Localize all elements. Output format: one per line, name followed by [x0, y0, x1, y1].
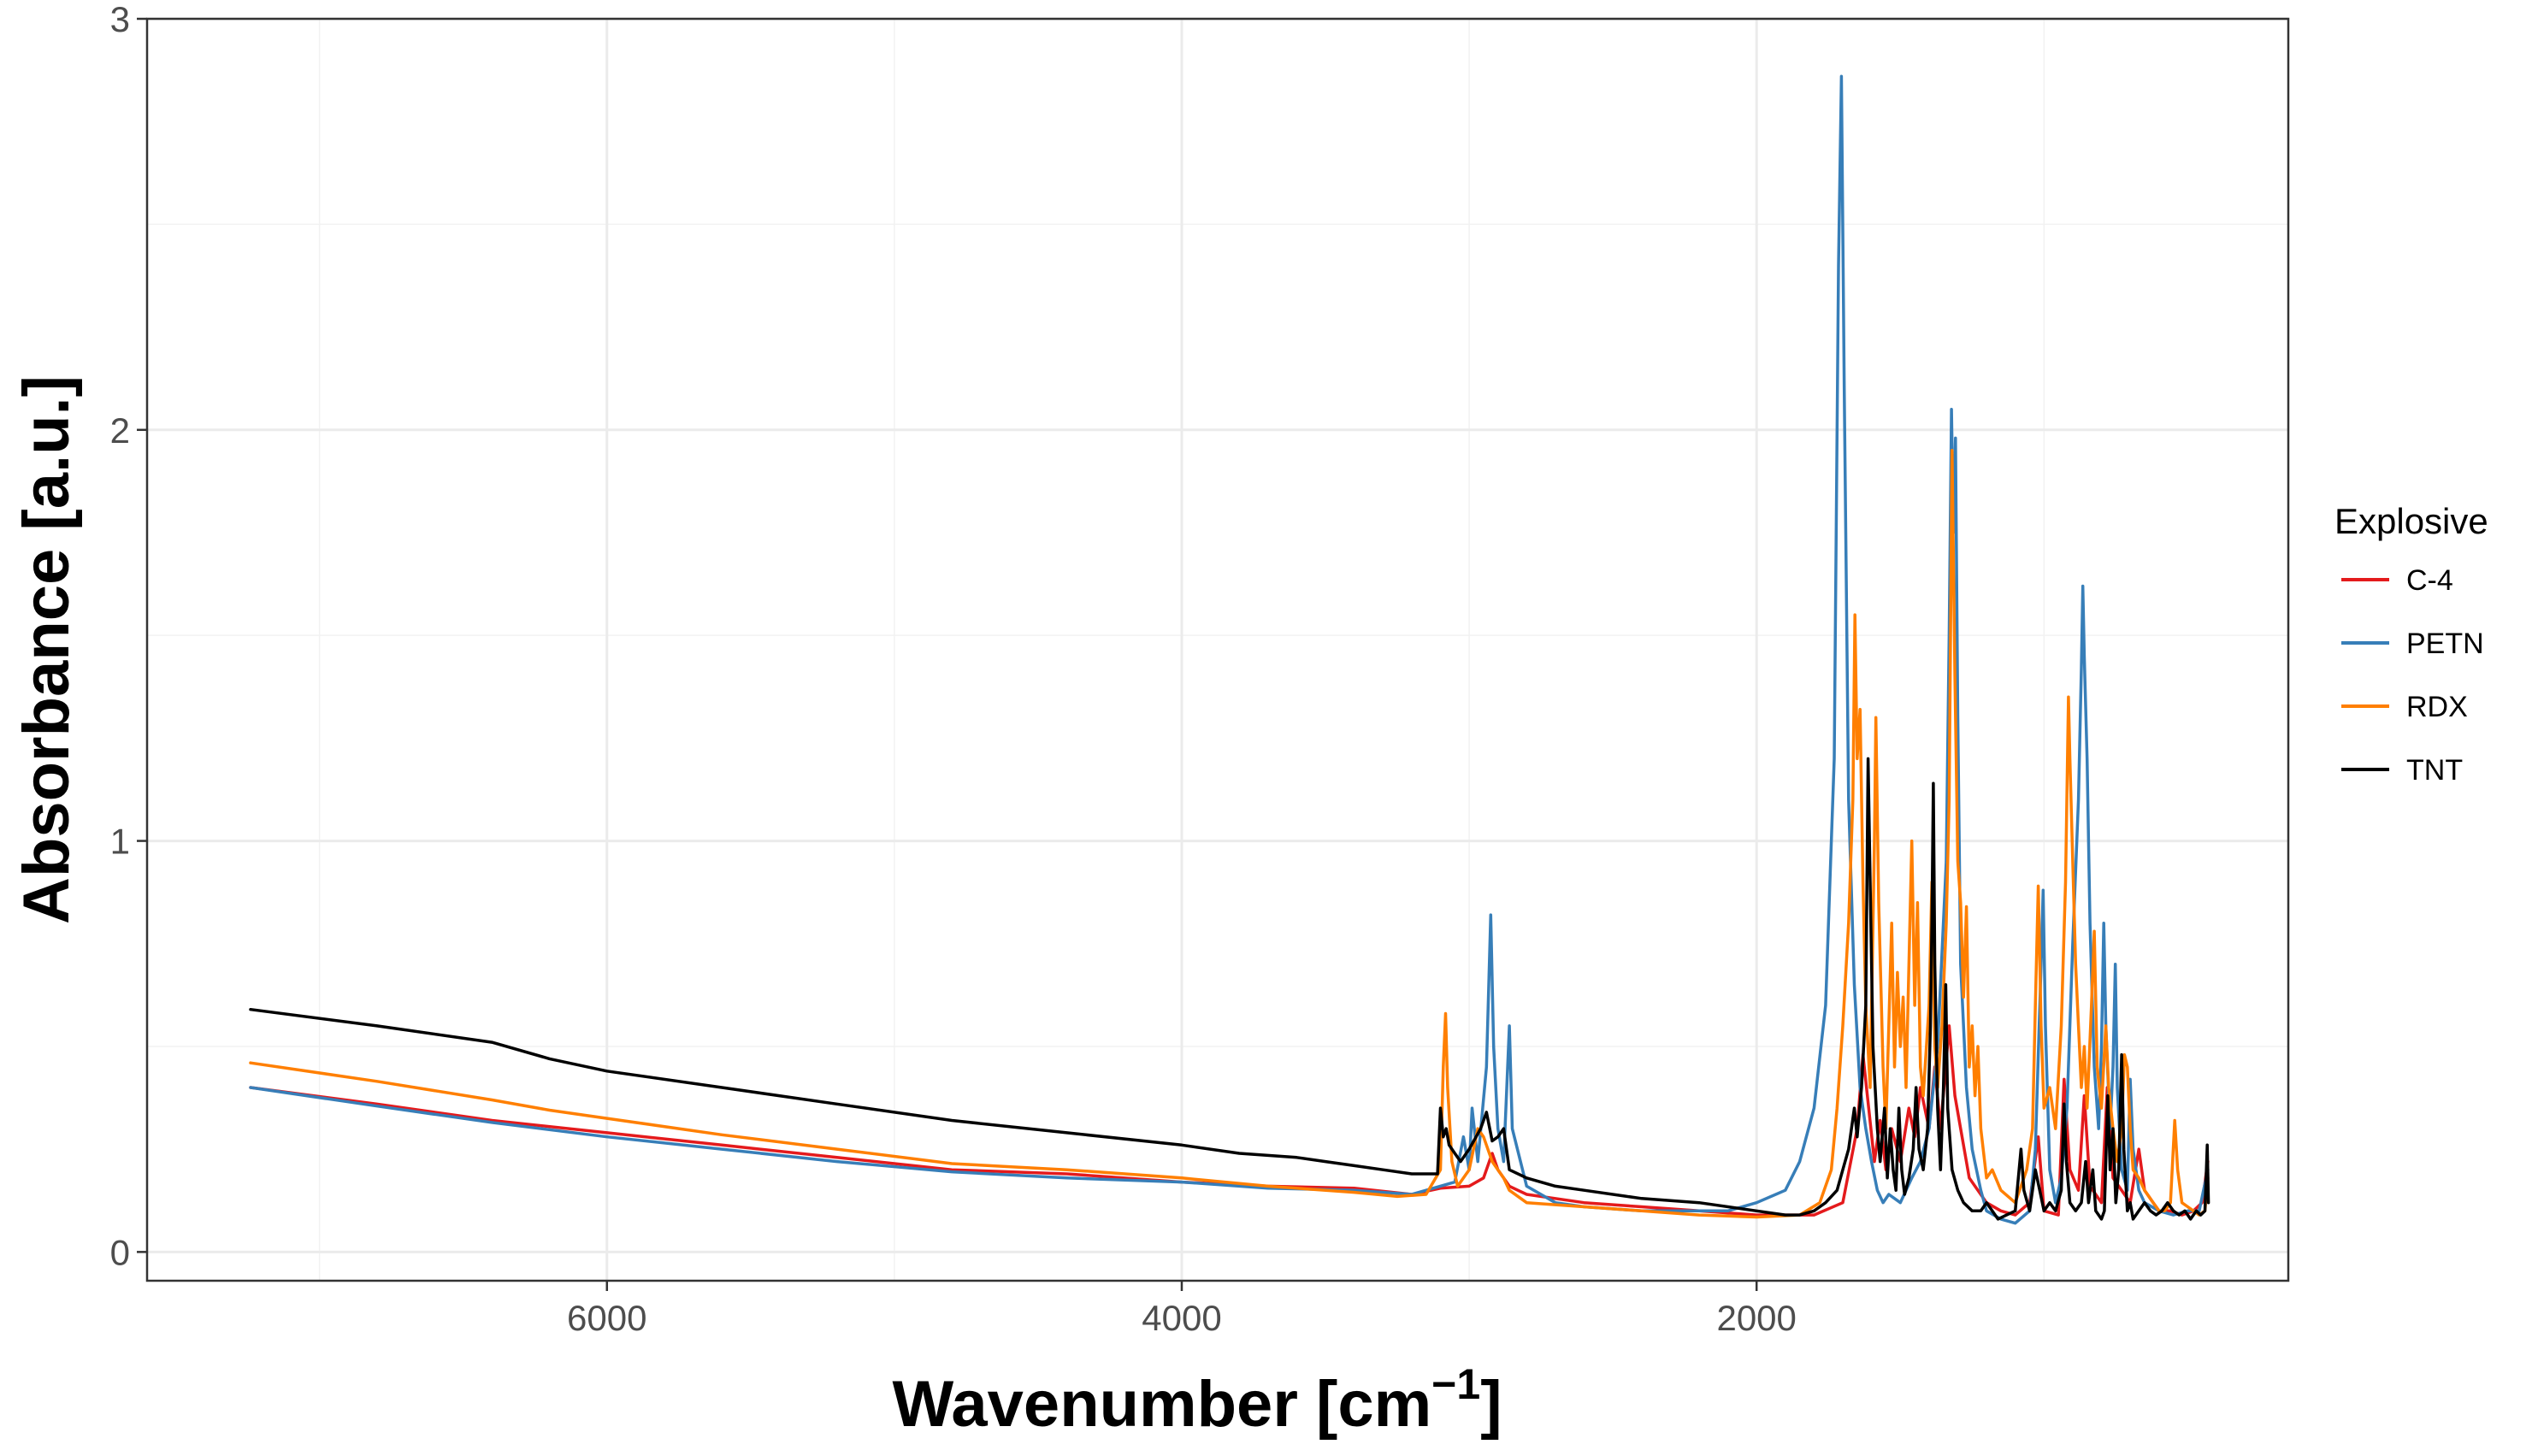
legend-label-c-4: C-4 — [2406, 564, 2453, 597]
legend-title: Explosive — [2334, 501, 2488, 541]
series-lines — [249, 74, 2210, 1225]
y-tick-label: 3 — [110, 0, 130, 39]
series-line-petn — [249, 74, 2210, 1225]
x-tick-label: 2000 — [1716, 1298, 1796, 1338]
y-tick-label: 1 — [110, 822, 130, 862]
x-tick-label: 4000 — [1142, 1298, 1221, 1338]
legend-label-rdx: RDX — [2406, 691, 2468, 723]
y-axis-ticks: 0 1 2 3 — [110, 0, 147, 1272]
x-tick-label: 6000 — [567, 1298, 646, 1338]
x-axis-title-main: Wavenumber [cm — [892, 1368, 1431, 1441]
series-line-tnt — [249, 757, 2210, 1221]
plot-panel-border — [145, 17, 2290, 1282]
x-axis-title: Wavenumber [cm−1] — [892, 1360, 1502, 1441]
x-axis-title-sup: −1 — [1431, 1360, 1480, 1408]
legend-label-tnt: TNT — [2406, 754, 2463, 787]
y-tick-label: 0 — [110, 1232, 130, 1272]
y-tick-label: 2 — [110, 410, 130, 451]
x-axis-ticks: 6000 4000 2000 — [567, 1281, 1797, 1338]
x-axis-title-close: ] — [1480, 1368, 1502, 1441]
y-axis-title: Absorbance [a.u.] — [10, 375, 83, 924]
legend: Explosive C-4 PETN RDX TNT — [2334, 501, 2488, 787]
legend-label-petn: PETN — [2406, 628, 2484, 660]
